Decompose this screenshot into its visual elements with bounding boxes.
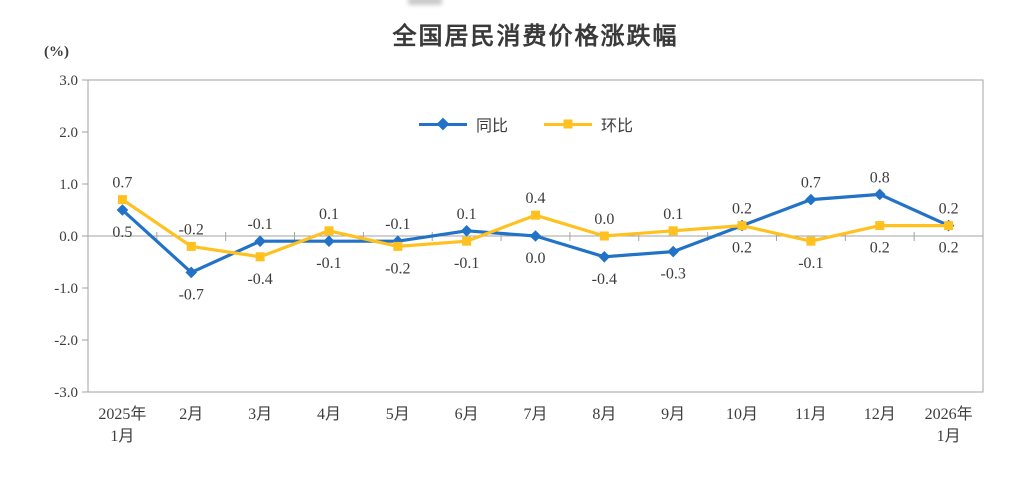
mom-data-point-marker bbox=[324, 226, 334, 236]
yoy-data-point-marker bbox=[185, 266, 198, 279]
y-axis-tick-label: 2.0 bbox=[59, 125, 78, 141]
mom-data-label: 0.1 bbox=[663, 206, 683, 223]
x-axis-category-label: 2月 bbox=[179, 406, 203, 423]
x-axis-category-label: 10月 bbox=[726, 406, 758, 423]
mom-data-point-marker bbox=[737, 221, 747, 231]
y-axis-tick-label: 1.0 bbox=[59, 177, 78, 193]
yoy-data-point-marker bbox=[116, 204, 129, 216]
x-axis-category-label: 1月 bbox=[110, 428, 134, 445]
yoy-data-point-marker bbox=[529, 230, 542, 242]
yoy-data-point-marker bbox=[254, 235, 266, 247]
yoy-data-point-marker bbox=[460, 225, 473, 237]
mom-data-label: -0.2 bbox=[385, 260, 410, 277]
x-axis-category-label: 12月 bbox=[864, 406, 896, 423]
mom-line-square-swatch-icon bbox=[544, 117, 592, 131]
yoy-data-label: 0.1 bbox=[457, 206, 477, 223]
mom-data-label: 0.2 bbox=[939, 240, 959, 257]
yoy-data-label: 0.7 bbox=[801, 175, 821, 192]
mom-data-label: 0.2 bbox=[870, 240, 890, 257]
yoy-data-label: -0.3 bbox=[661, 266, 686, 283]
legend-label-yoy: 同比 bbox=[475, 118, 508, 135]
yoy-data-label: 0.2 bbox=[939, 201, 959, 218]
yoy-data-label: 0.2 bbox=[732, 201, 752, 218]
y-axis: 3.0 2.0 1.0 0.0 -1.0 -2.0 -3.0 bbox=[54, 73, 88, 401]
cropped-text-artifact bbox=[408, 0, 442, 5]
legend-label-mom: 环比 bbox=[601, 118, 634, 135]
x-axis-category-label: 6月 bbox=[455, 406, 479, 423]
mom-data-label: -0.1 bbox=[454, 255, 479, 272]
mom-data-label: 0.1 bbox=[319, 206, 339, 223]
x-axis-category-label: 11月 bbox=[795, 406, 826, 423]
mom-data-point-marker bbox=[668, 226, 678, 236]
x-axis-category-label: 9月 bbox=[661, 406, 685, 423]
mom-data-point-marker bbox=[393, 241, 403, 251]
x-axis-category-label: 3月 bbox=[248, 406, 272, 423]
yoy-data-point-marker bbox=[805, 193, 817, 206]
y-axis-tick-label: -1.0 bbox=[54, 281, 78, 297]
x-axis-category-label: 1月 bbox=[937, 428, 961, 445]
yoy-data-label: -0.1 bbox=[385, 216, 410, 233]
legend-item-mom: 环比 bbox=[544, 112, 633, 136]
y-axis-unit-label: (%) bbox=[44, 44, 69, 60]
chart-title: 全国居民消费价格涨跌幅 bbox=[392, 23, 679, 50]
mom-data-label: 0.7 bbox=[112, 175, 132, 192]
yoy-data-point-marker bbox=[323, 235, 335, 247]
yoy-data-label: 0.5 bbox=[112, 224, 132, 241]
x-axis: 2025年 1月 2月 3月 4月 5月 6月 7月 8月 9月 10月 11月 12月 2026年 1月 bbox=[87, 232, 984, 445]
mom-data-point-marker bbox=[875, 221, 885, 231]
mom-series bbox=[117, 195, 954, 262]
mom-data-point-marker bbox=[944, 221, 954, 231]
mom-data-point-marker bbox=[186, 241, 196, 251]
x-axis-category-label: 5月 bbox=[386, 406, 410, 423]
mom-data-point-marker bbox=[117, 195, 127, 205]
legend-item-yoy: 同比 bbox=[418, 112, 508, 136]
mom-data-label: 0.4 bbox=[526, 190, 546, 207]
yoy-data-label: -0.4 bbox=[592, 271, 617, 288]
mom-data-label: -0.1 bbox=[798, 255, 823, 272]
mom-data-point-marker bbox=[462, 236, 472, 246]
mom-data-label: -0.2 bbox=[179, 221, 204, 238]
y-axis-tick-label: -2.0 bbox=[54, 333, 78, 349]
mom-data-point-marker bbox=[531, 210, 540, 220]
mom-data-label: -0.4 bbox=[247, 271, 272, 288]
yoy-data-point-marker bbox=[598, 251, 611, 263]
yoy-data-label: 0.8 bbox=[870, 169, 890, 186]
yoy-data-label: 0.0 bbox=[526, 250, 546, 267]
yoy-data-label: -0.1 bbox=[247, 216, 272, 233]
yoy-line-diamond-swatch-icon bbox=[418, 117, 467, 131]
yoy-data-label: -0.1 bbox=[316, 255, 341, 272]
y-axis-tick-label: -3.0 bbox=[54, 385, 78, 401]
data-labels: 0.7 0.5 -0.2 -0.7 -0.1 -0.4 0.1 -0.1 -0.1 -0.2 0.1… bbox=[112, 169, 958, 303]
x-axis-category-label: 8月 bbox=[592, 406, 616, 423]
y-axis-tick-label: 0.0 bbox=[59, 229, 78, 245]
mom-data-label: 0.2 bbox=[732, 240, 752, 257]
yoy-data-label: -0.7 bbox=[179, 286, 204, 303]
mom-data-label: 0.0 bbox=[594, 211, 614, 228]
x-axis-category-label: 2025年 bbox=[98, 405, 146, 423]
x-axis-category-label: 2026年 bbox=[925, 405, 973, 423]
yoy-data-point-marker bbox=[392, 235, 404, 247]
yoy-data-point-marker bbox=[873, 188, 886, 201]
y-axis-tick-label: 3.0 bbox=[59, 73, 78, 89]
x-axis-category-label: 4月 bbox=[317, 406, 341, 423]
mom-data-point-marker bbox=[806, 236, 816, 246]
chart-legend: 同比 环比 bbox=[418, 112, 633, 136]
mom-data-point-marker bbox=[255, 252, 265, 262]
yoy-data-point-marker bbox=[667, 245, 679, 258]
x-axis-category-label: 7月 bbox=[523, 406, 547, 423]
mom-data-point-marker bbox=[599, 231, 609, 241]
